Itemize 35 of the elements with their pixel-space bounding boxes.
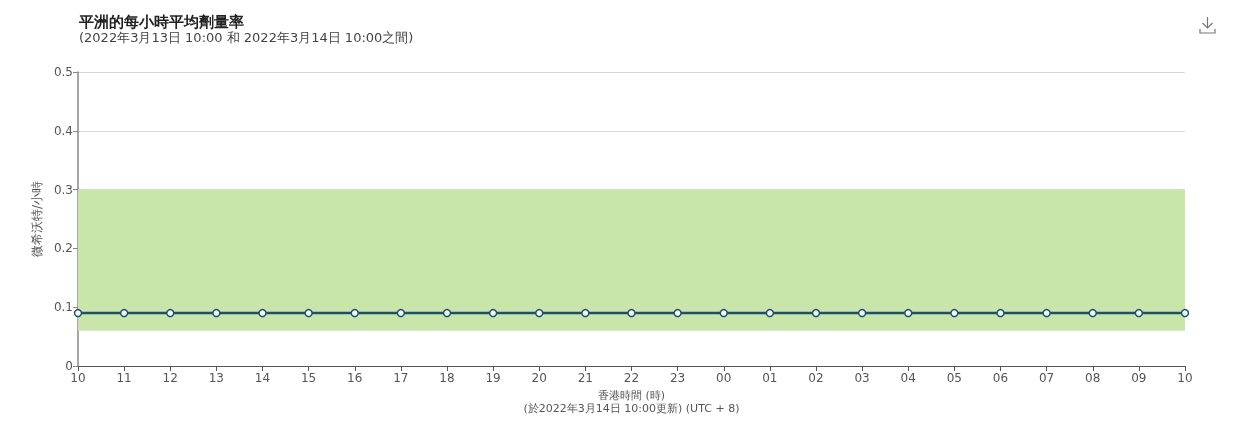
x-tick-label: 02: [808, 371, 824, 385]
x-tick-label: 03: [854, 371, 870, 385]
chart-title: 平洲的每小時平均劑量率: [78, 12, 244, 31]
x-tick-label: 19: [485, 371, 501, 385]
x-tick-label: 18: [439, 371, 455, 385]
x-tick-label: 10: [70, 371, 86, 385]
x-tick-label: 04: [900, 371, 916, 385]
y-tick-label: 0.1: [53, 300, 73, 315]
x-tick-label: 22: [623, 371, 640, 385]
x-tick-label: 13: [208, 371, 225, 385]
x-tick-label: 00: [716, 371, 732, 385]
x-tick-label: 05: [946, 371, 963, 385]
x-tick-label: 12: [162, 371, 178, 385]
x-tick-label: 14: [254, 371, 271, 385]
x-tick-label: 09: [1131, 371, 1147, 385]
x-tick-label: 21: [577, 371, 594, 385]
y-axis-title: 微希沃特/小時: [30, 180, 45, 258]
x-tick-label: 17: [393, 371, 409, 385]
x-tick-label: 15: [300, 371, 317, 385]
x-tick-label: 16: [347, 371, 363, 385]
x-axis-title: 香港時間 (時) (於2022年3月14日 10:00更新) (UTC + 8): [523, 389, 740, 415]
x-tick-label: 07: [1038, 371, 1055, 385]
x-tick-label: 06: [992, 371, 1009, 385]
x-tick-label: 08: [1085, 371, 1101, 385]
y-tick-label: 0: [65, 359, 73, 373]
x-tick-label: 23: [669, 371, 686, 385]
x-tick-label: 11: [116, 371, 132, 385]
chart-subtitle: (2022年3月13日 10:00 和 2022年3月14日 10:00之間): [79, 30, 414, 45]
y-tick-label: 0.5: [53, 65, 73, 79]
x-tick-label: 01: [762, 371, 778, 385]
x-tick-label: 20: [531, 371, 547, 385]
y-tick-label: 0.3: [53, 182, 73, 197]
y-tick-label: 0.2: [53, 241, 73, 256]
x-tick-label: 10: [1177, 371, 1193, 385]
y-tick-label: 0.4: [53, 123, 73, 138]
